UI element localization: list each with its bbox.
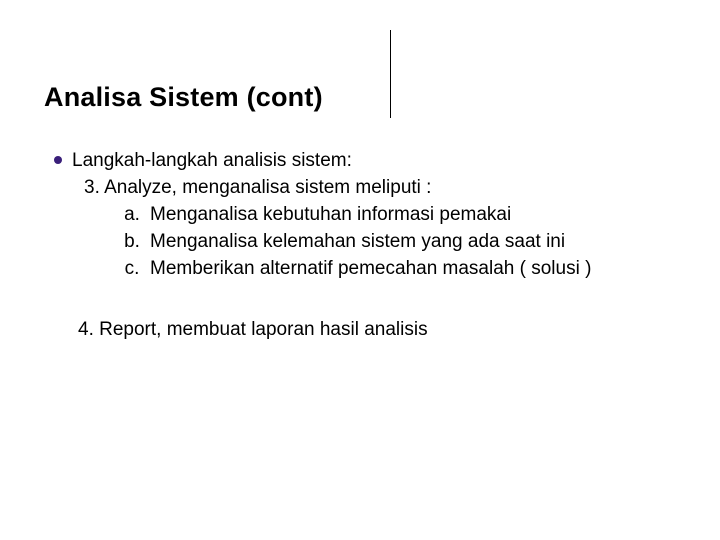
title-divider	[390, 30, 391, 118]
sub-list: a. Menganalisa kebutuhan informasi pemak…	[114, 202, 680, 281]
sub-item-a: a. Menganalisa kebutuhan informasi pemak…	[114, 202, 680, 227]
slide-content: Langkah-langkah analisis sistem: 3. Anal…	[54, 148, 680, 342]
sub-marker: c.	[114, 256, 150, 281]
step-4: 4. Report, membuat laporan hasil analisi…	[78, 317, 680, 342]
bullet-icon	[54, 156, 62, 164]
sub-item-c: c. Memberikan alternatif pemecahan masal…	[114, 256, 680, 281]
bullet-item: Langkah-langkah analisis sistem:	[54, 148, 680, 173]
sub-marker: a.	[114, 202, 150, 227]
sub-marker: b.	[114, 229, 150, 254]
sub-text: Menganalisa kebutuhan informasi pemakai	[150, 202, 511, 227]
step-3: 3. Analyze, menganalisa sistem meliputi …	[84, 175, 680, 200]
sub-text: Menganalisa kelemahan sistem yang ada sa…	[150, 229, 565, 254]
sub-text: Memberikan alternatif pemecahan masalah …	[150, 256, 591, 281]
slide-title: Analisa Sistem (cont)	[44, 82, 323, 113]
bullet-text: Langkah-langkah analisis sistem:	[72, 148, 352, 173]
sub-item-b: b. Menganalisa kelemahan sistem yang ada…	[114, 229, 680, 254]
